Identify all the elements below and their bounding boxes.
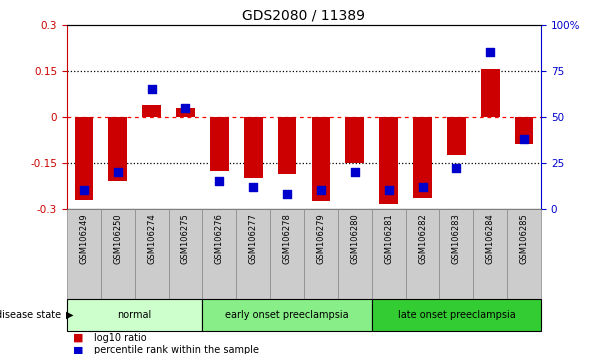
Bar [134,209,168,299]
Bar [176,108,195,117]
Bar [481,69,500,117]
Bar [474,209,507,299]
Bar [312,117,330,201]
Point [519,136,529,142]
Text: GSM106278: GSM106278 [283,213,292,264]
Text: GSM106284: GSM106284 [486,213,495,264]
Point [181,105,190,110]
Bar [142,104,161,117]
Text: GSM106282: GSM106282 [418,213,427,264]
Point [79,188,89,193]
Text: GSM106285: GSM106285 [520,213,529,264]
Point [248,184,258,190]
Point [452,166,461,171]
Bar [440,209,474,299]
Bar [371,209,406,299]
Text: percentile rank within the sample: percentile rank within the sample [94,346,259,354]
Bar [101,209,134,299]
Bar [406,209,440,299]
Text: late onset preeclampsia: late onset preeclampsia [398,310,516,320]
Point [350,169,360,175]
Bar [413,117,432,198]
Text: GSM106250: GSM106250 [113,213,122,264]
Point [384,188,393,193]
Point [282,191,292,197]
Bar [168,209,202,299]
Text: disease state: disease state [0,310,61,320]
Text: ■: ■ [73,346,83,354]
Bar [338,209,371,299]
Text: GSM106279: GSM106279 [316,213,325,264]
Bar [244,117,263,178]
Bar [507,209,541,299]
Bar [67,209,101,299]
Bar [237,209,270,299]
Text: GSM106276: GSM106276 [215,213,224,264]
Bar [515,117,533,144]
Text: GSM106280: GSM106280 [350,213,359,264]
Point [113,169,123,175]
Point [147,86,156,92]
Text: ▶: ▶ [66,310,74,320]
Text: GSM106274: GSM106274 [147,213,156,264]
Title: GDS2080 / 11389: GDS2080 / 11389 [243,8,365,22]
Bar [371,299,541,331]
Point [485,50,495,55]
Bar [447,117,466,155]
Bar [379,117,398,204]
Bar [67,299,202,331]
Text: log10 ratio: log10 ratio [94,333,147,343]
Bar [75,117,93,200]
Text: GSM106281: GSM106281 [384,213,393,264]
Bar [345,117,364,163]
Text: GSM106283: GSM106283 [452,213,461,264]
Point [215,178,224,184]
Text: GSM106277: GSM106277 [249,213,258,264]
Bar [202,299,371,331]
Bar [202,209,237,299]
Text: GSM106249: GSM106249 [79,213,88,264]
Text: ■: ■ [73,333,83,343]
Text: normal: normal [117,310,152,320]
Bar [304,209,338,299]
Point [316,188,326,193]
Bar [278,117,296,173]
Text: early onset preeclampsia: early onset preeclampsia [225,310,349,320]
Bar [270,209,304,299]
Text: GSM106275: GSM106275 [181,213,190,264]
Bar [108,117,127,181]
Point [418,184,427,190]
Bar [210,117,229,171]
